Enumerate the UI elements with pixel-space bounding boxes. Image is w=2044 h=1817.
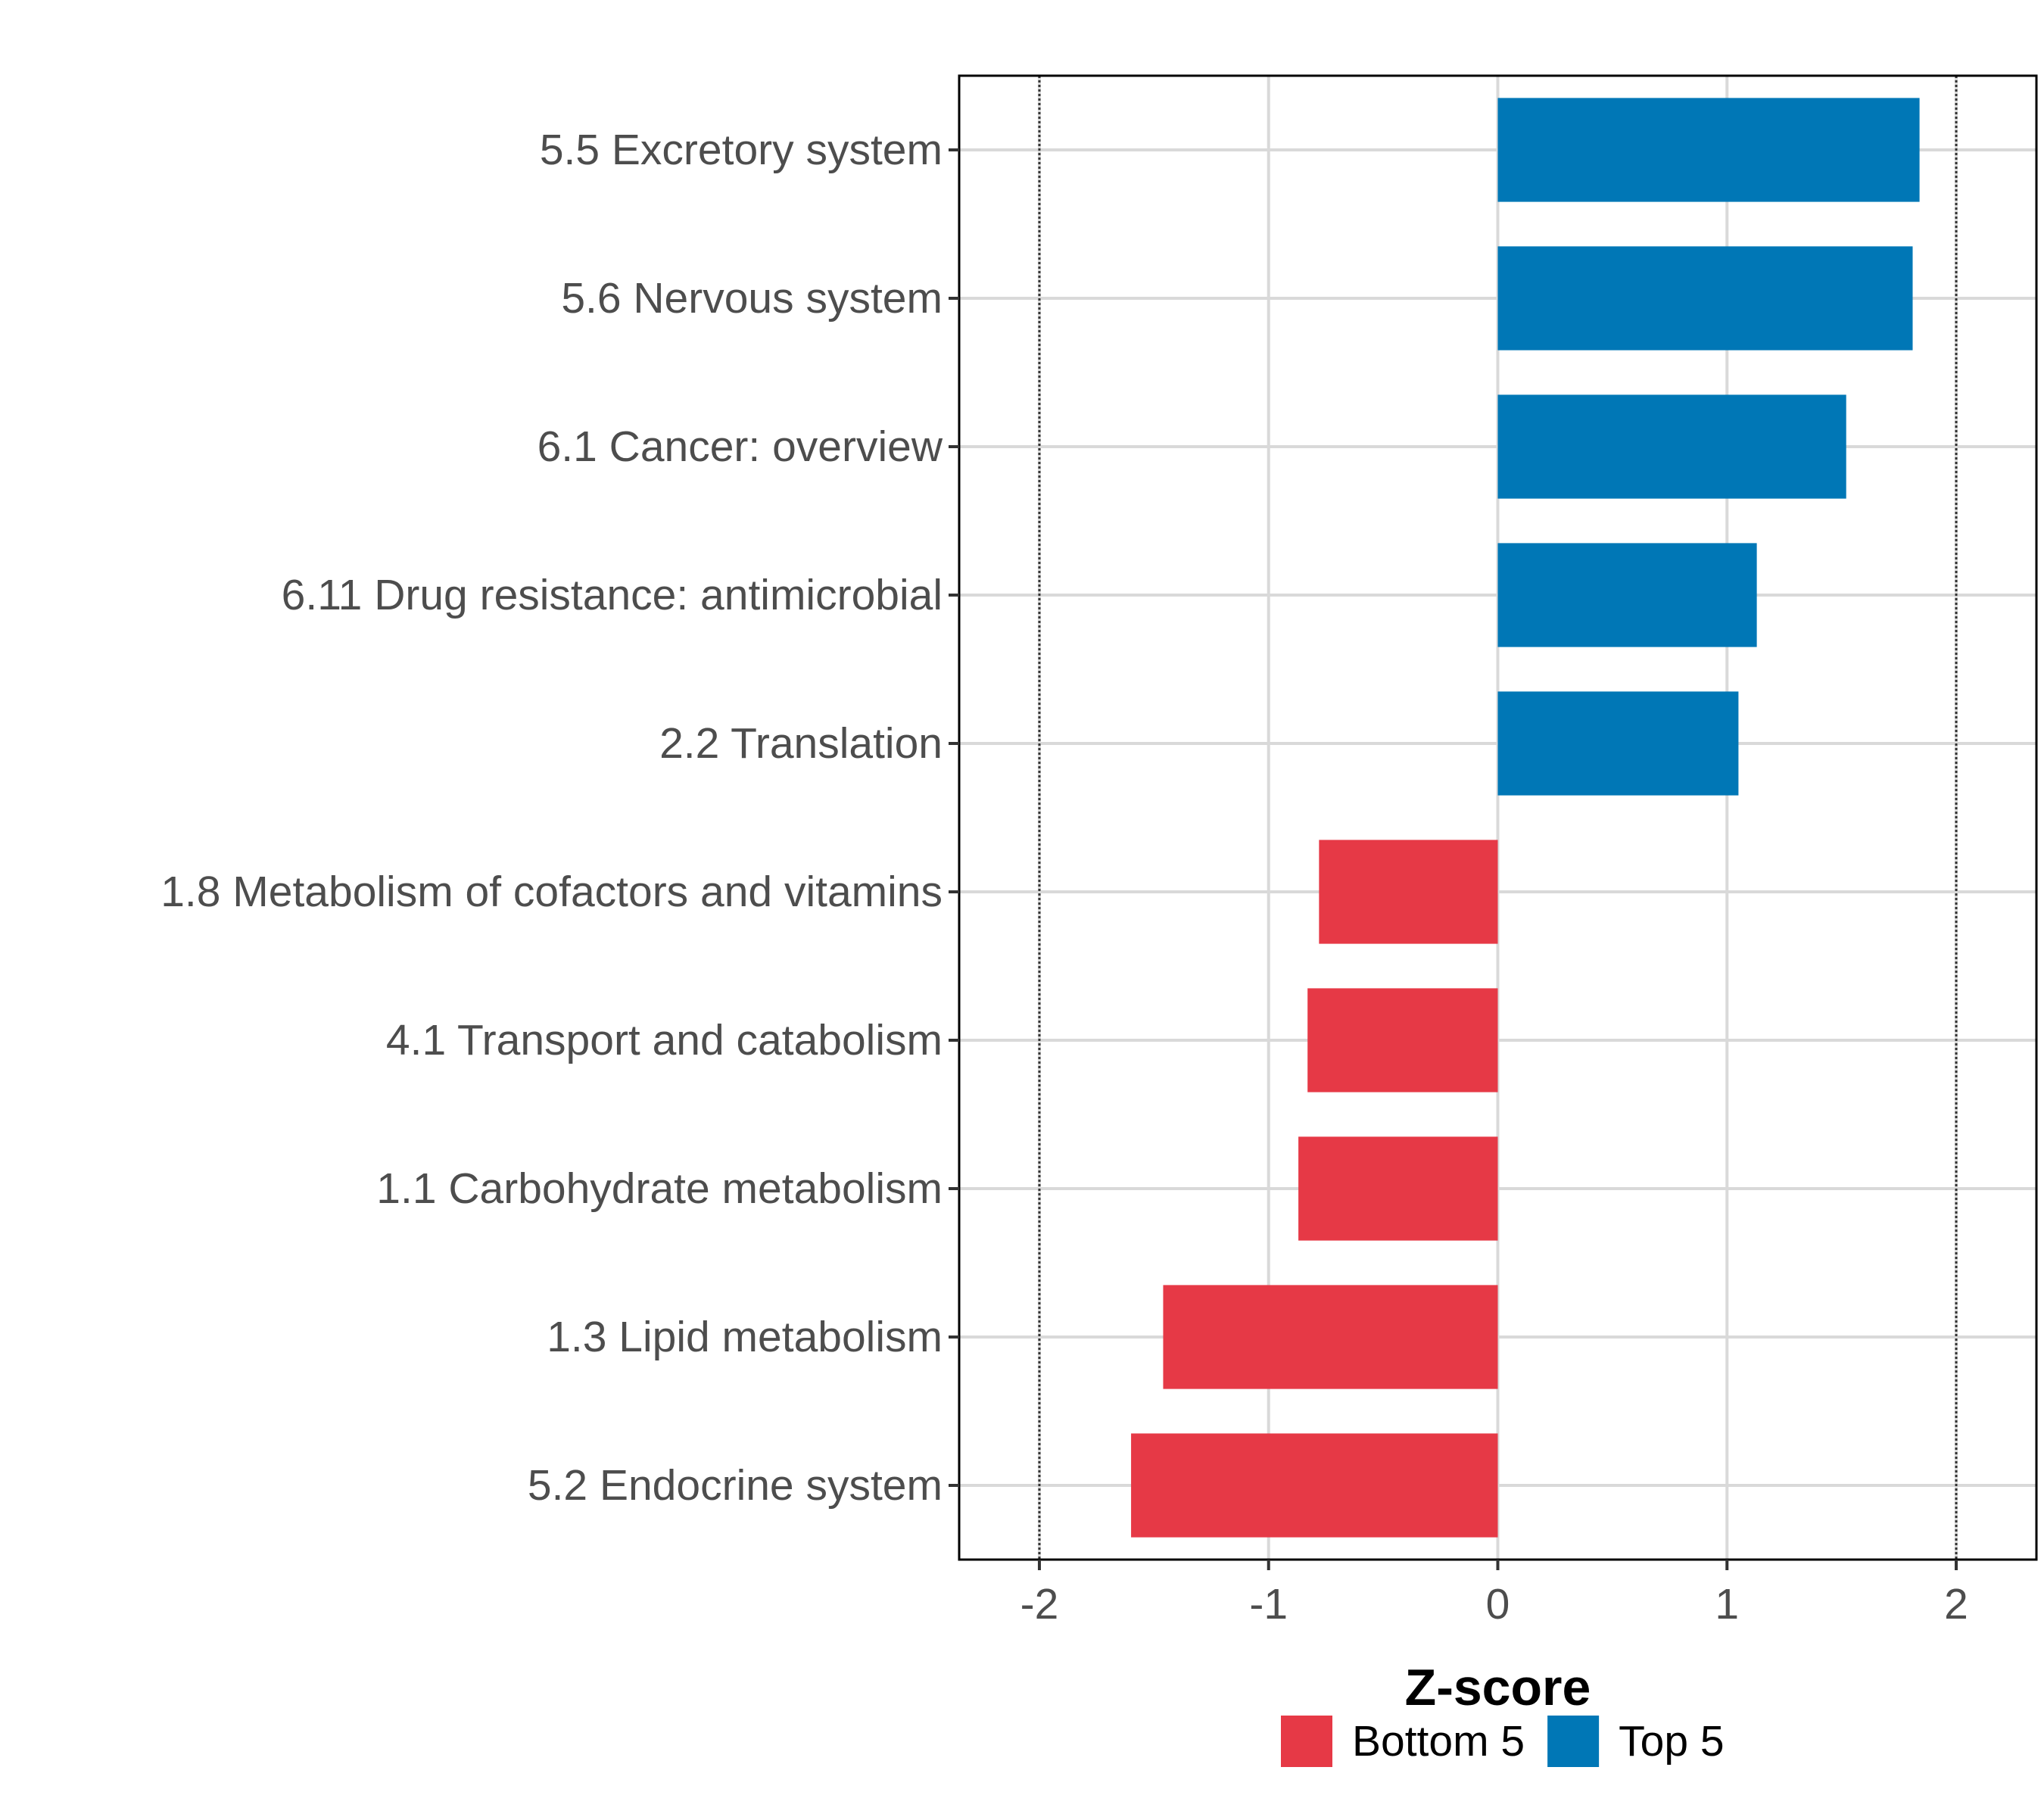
bar-5 — [1497, 691, 1739, 796]
y-tick-label: 6.1 Cancer: overview — [537, 422, 943, 471]
bar-2 — [1497, 246, 1913, 351]
bar-10 — [1131, 1433, 1498, 1538]
y-tick-label: 5.2 Endocrine system — [528, 1461, 943, 1510]
bar-9 — [1163, 1285, 1498, 1389]
x-tick-label: -1 — [1249, 1580, 1288, 1628]
y-tick-label: 1.1 Carbohydrate metabolism — [376, 1164, 943, 1213]
bar-7 — [1307, 988, 1498, 1092]
y-axis-ticks: 5.5 Excretory system 5.6 Nervous system 6.… — [160, 126, 959, 1510]
bar-1 — [1497, 98, 1920, 202]
y-tick-label: 4.1 Transport and catabolism — [386, 1016, 943, 1064]
bar-4 — [1497, 543, 1757, 647]
legend-label-2: Top 5 — [1619, 1717, 1724, 1766]
y-tick-label: 1.3 Lipid metabolism — [547, 1313, 943, 1361]
x-tick-label: 0 — [1486, 1580, 1510, 1628]
x-axis-title: Z-score — [1405, 1659, 1591, 1716]
legend-key-2 — [1547, 1716, 1600, 1767]
x-axis-ticks: -2 -1 0 1 2 — [1020, 1560, 1968, 1628]
y-tick-label: 2.2 Translation — [659, 719, 943, 768]
bar-8 — [1298, 1136, 1498, 1241]
y-tick-label: 1.8 Metabolism of cofactors and vitamins — [160, 868, 943, 916]
bars — [1131, 98, 1920, 1538]
y-tick-label: 6.11 Drug resistance: antimicrobial — [282, 571, 943, 619]
y-tick-label: 5.6 Nervous system — [561, 274, 943, 323]
legend-label-1: Bottom 5 — [1352, 1717, 1525, 1766]
x-tick-label: 1 — [1715, 1580, 1739, 1628]
x-tick-label: -2 — [1020, 1580, 1059, 1628]
legend: Bottom 5 Top 5 — [1281, 1716, 1725, 1767]
x-tick-label: 2 — [1944, 1580, 1968, 1628]
legend-key-1 — [1281, 1716, 1332, 1767]
bar-3 — [1497, 394, 1846, 499]
reference-lines — [1038, 76, 1958, 1560]
y-tick-label: 5.5 Excretory system — [540, 126, 943, 174]
bar-6 — [1319, 840, 1498, 944]
